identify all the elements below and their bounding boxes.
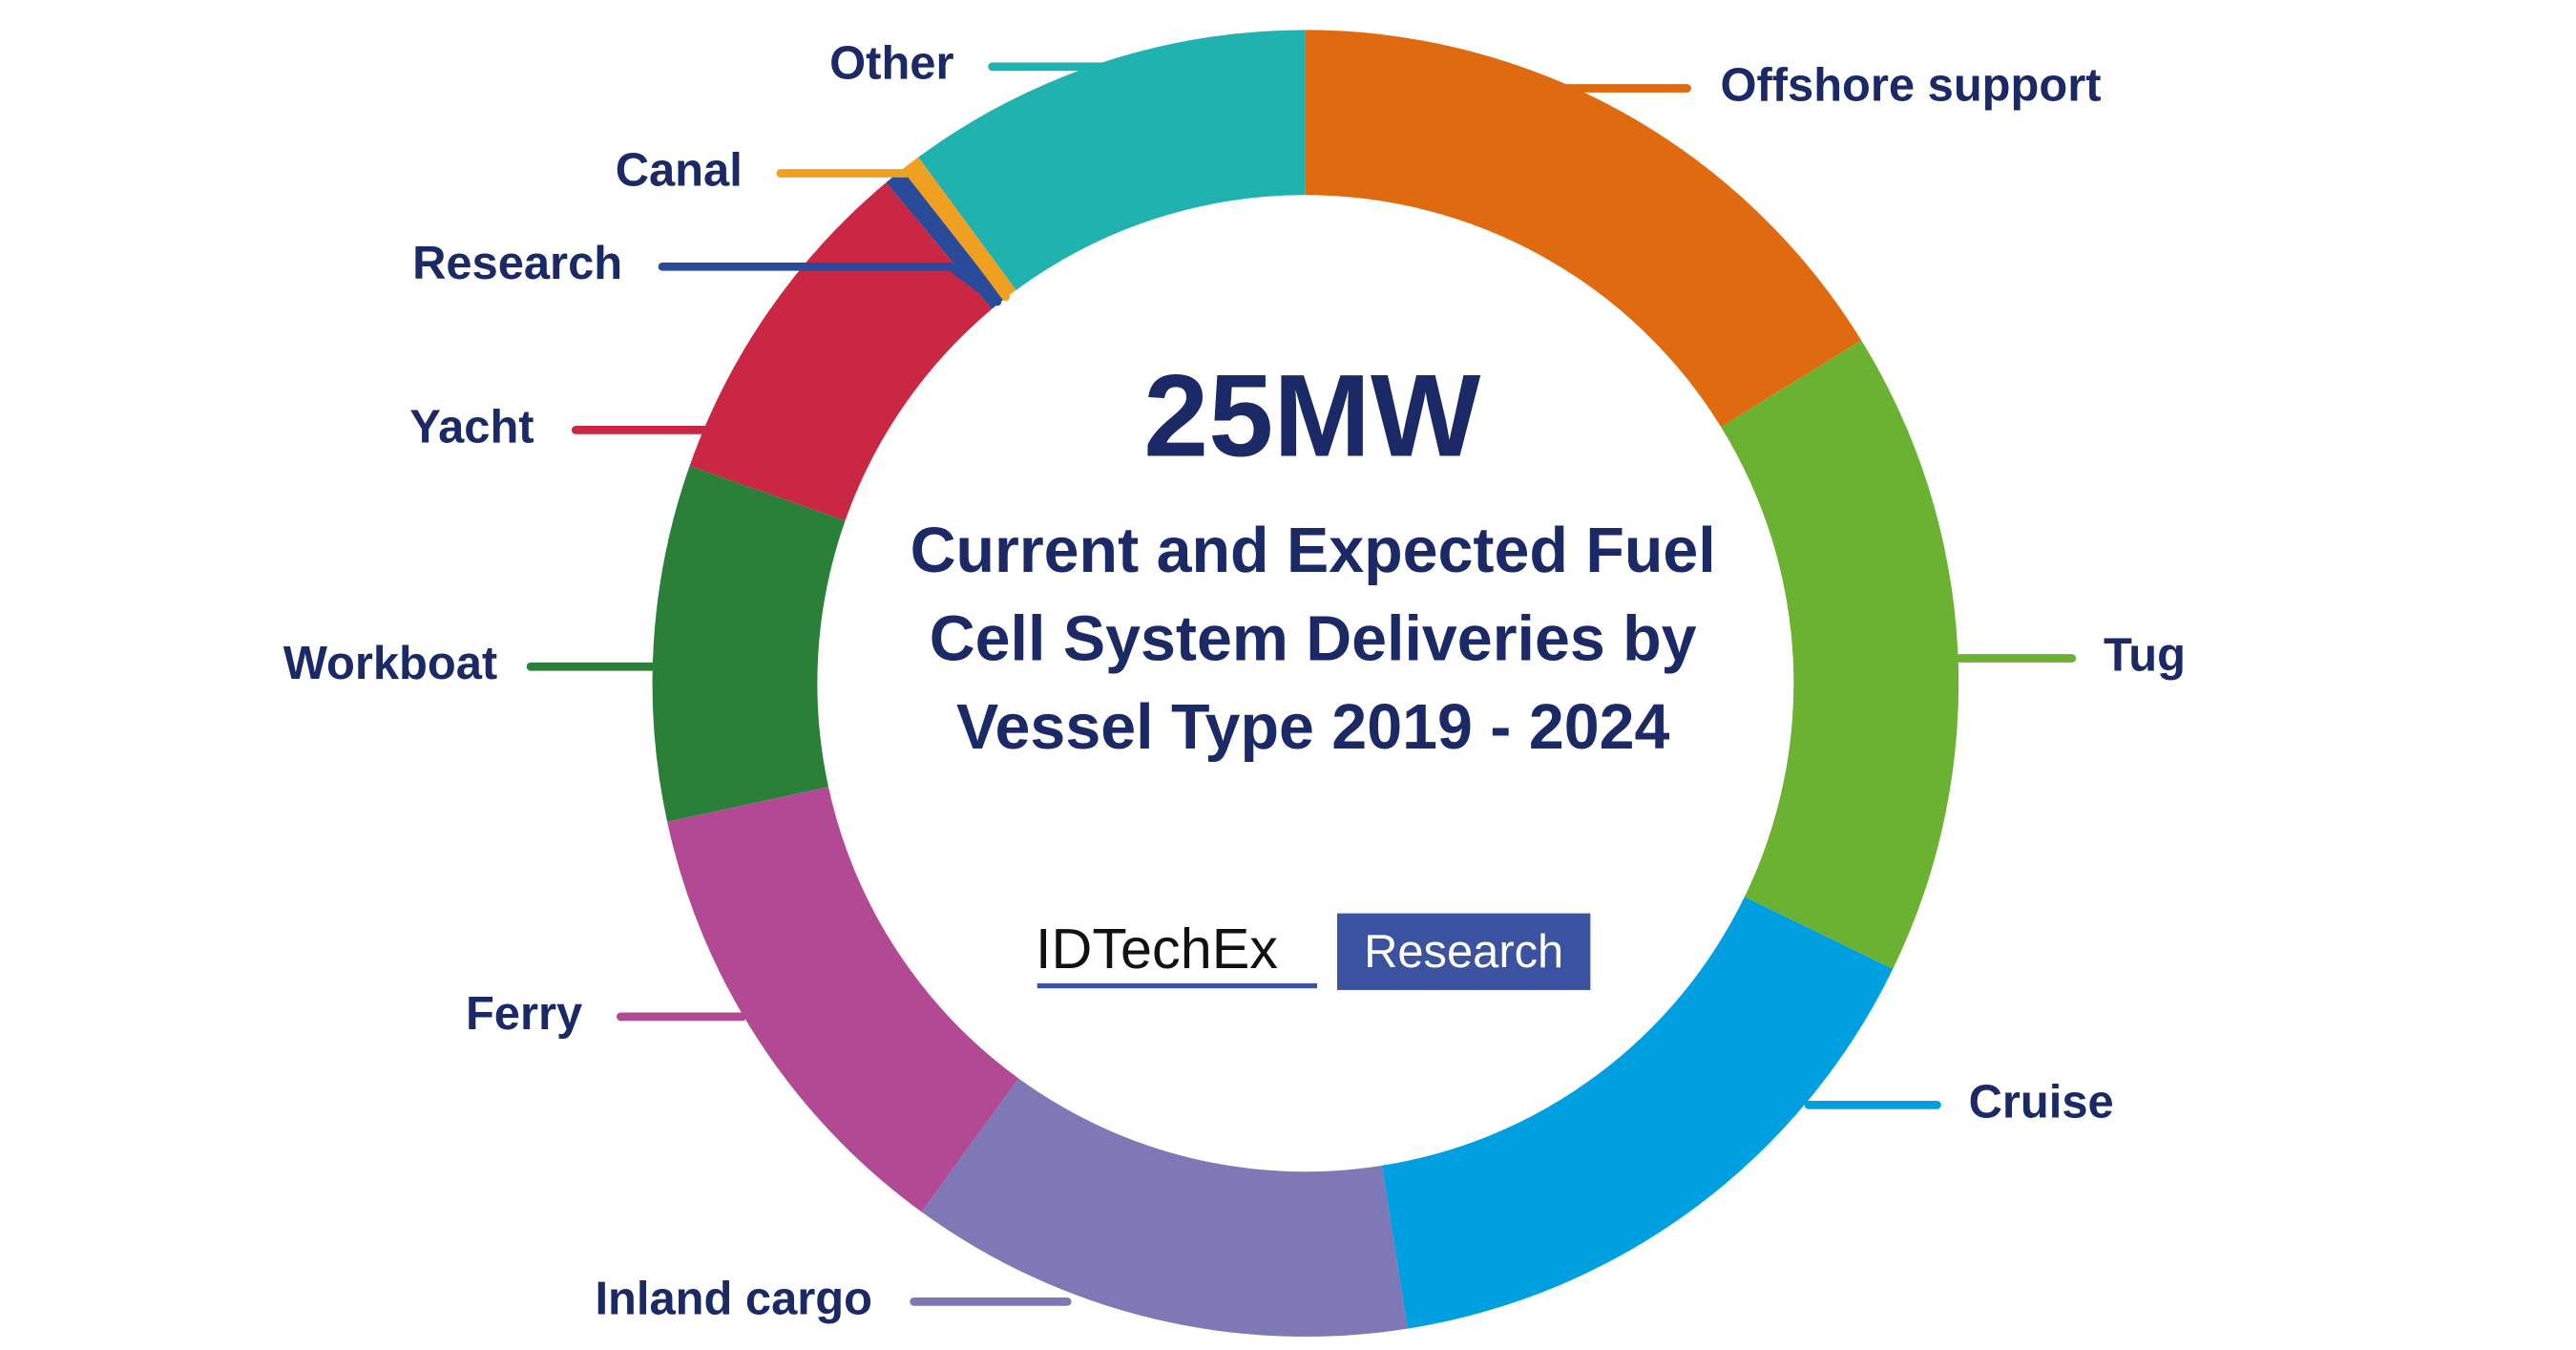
leader-line [776, 169, 1010, 302]
donut-segment [918, 30, 1306, 290]
brand: IDTechEx [1036, 917, 1278, 981]
segment-label: Research [412, 238, 622, 289]
segment-label: Workboat [283, 638, 497, 689]
donut-segment [886, 169, 1004, 309]
donut-segment [667, 787, 1019, 1213]
donut-segment [921, 1078, 1408, 1338]
chart-title: Current and Expected Fuel Cell System De… [910, 517, 1716, 764]
segment-label: Offshore support [1721, 59, 2102, 111]
segment-label: Ferry [466, 988, 582, 1040]
segment-label: Other [829, 38, 953, 90]
segment-label: Canal [616, 144, 743, 196]
brand-tag: Research [1364, 926, 1563, 978]
title-box: Current and Expected Fuel Cell System De… [910, 517, 1716, 764]
leader-line [658, 262, 1002, 306]
segment-label: Yacht [409, 401, 534, 453]
donut-segment [652, 465, 846, 822]
segment-label: Cruise [1969, 1076, 2114, 1128]
brand-underline [1037, 982, 1318, 989]
donut-segment [1381, 896, 1894, 1329]
center-value: 25MW [1143, 349, 1481, 480]
segment-label: Tug [2104, 629, 2186, 681]
donut-segment [1305, 30, 1862, 428]
brand-tag-box [1336, 913, 1591, 990]
segment-label: Inland cargo [595, 1273, 871, 1324]
donut-segment [1721, 340, 1959, 969]
